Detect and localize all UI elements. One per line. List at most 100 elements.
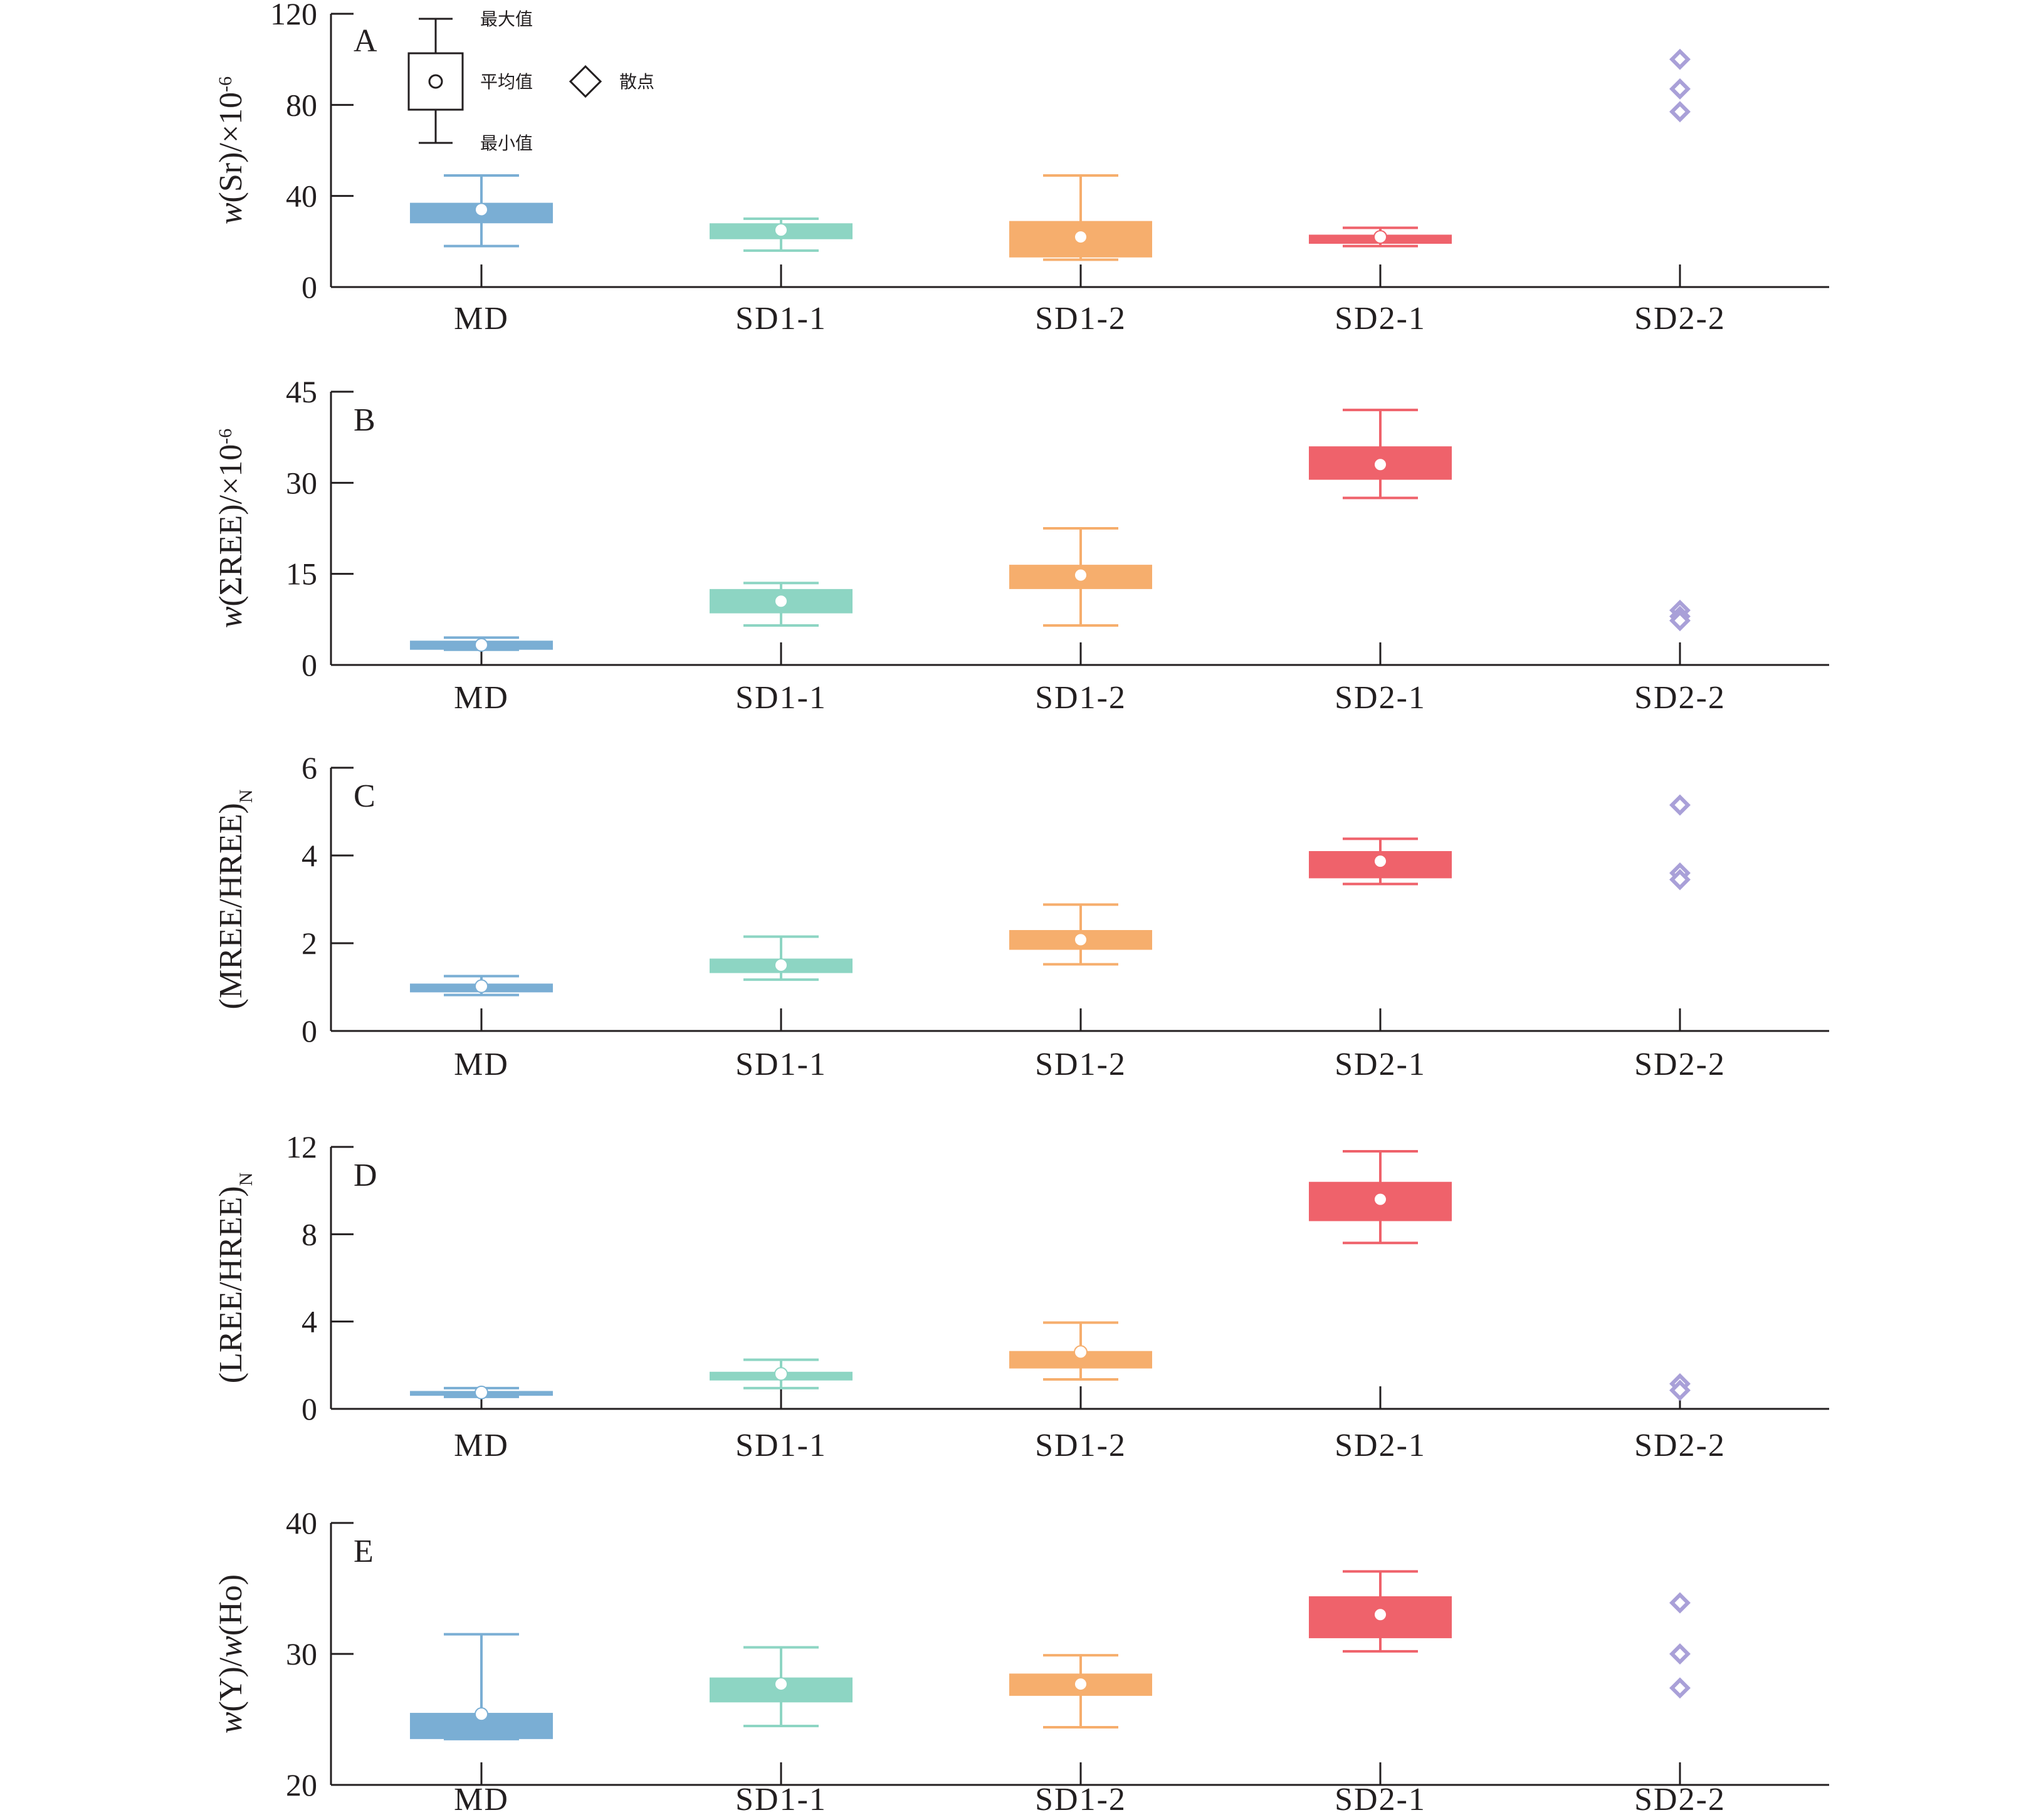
y-tick-label: 0 (302, 1013, 317, 1049)
y-tick-label: 40 (286, 179, 317, 214)
y-tick-label: 2 (302, 926, 317, 961)
scatter-point (1669, 1379, 1691, 1401)
y-axis-label: w(Sr)/×10-6 (213, 76, 249, 224)
mean-marker (1074, 1677, 1088, 1692)
box-SD1-2 (1009, 1654, 1152, 1729)
box-SD1-1 (710, 217, 853, 252)
mean-marker (475, 979, 488, 993)
mean-marker (1373, 854, 1387, 869)
panel-E: 20 30 40 MD SD1-1 SD1-2 SD2-1 SD2-2 Ew(Y)/w(Ho) (213, 1505, 1829, 1817)
scatter-point (1669, 869, 1691, 891)
legend-scatter-label: 散点 (619, 71, 654, 92)
scatter-point (1669, 78, 1691, 100)
x-tick-label: SD2-2 (1634, 1782, 1726, 1817)
scatter-point (1669, 1592, 1691, 1614)
mean-marker (1373, 1608, 1387, 1622)
x-tick-label: MD (454, 1047, 509, 1082)
box-MD (410, 1385, 553, 1399)
mean-marker (1373, 230, 1387, 244)
y-tick-label: 6 (302, 750, 317, 785)
box-SD1-1 (710, 935, 853, 981)
x-tick-label: SD1-1 (735, 1047, 827, 1082)
x-tick-label: SD1-2 (1035, 1428, 1126, 1463)
mean-marker (774, 958, 788, 972)
mean-marker (774, 1677, 788, 1692)
x-tick-label: SD2-1 (1335, 301, 1426, 337)
scatter-point (1669, 101, 1691, 123)
x-tick-label: SD1-2 (1035, 1047, 1126, 1082)
scatter-point (1669, 1643, 1691, 1665)
box-MD (410, 975, 553, 996)
box-SD2-1 (1309, 409, 1452, 499)
panel-letter: A (354, 23, 377, 59)
legend-max-label: 最大值 (480, 9, 533, 29)
box-SD1-1 (710, 582, 853, 627)
legend-mean-label: 平均值 (480, 71, 533, 92)
mean-marker (1074, 1345, 1088, 1359)
y-tick-label: 0 (302, 1391, 317, 1426)
y-tick-label: 30 (286, 465, 317, 500)
y-tick-label: 8 (302, 1216, 317, 1252)
box-SD1-2 (1009, 903, 1152, 966)
scatter-point (1669, 610, 1691, 632)
legend: 最大值 平均值 最小值 散点 (407, 9, 654, 154)
box-MD (410, 1633, 553, 1740)
mean-marker (475, 638, 488, 652)
box-SD1-2 (1009, 1321, 1152, 1381)
box-SD1-1 (710, 1646, 853, 1727)
mean-marker (774, 594, 788, 609)
box-SD2-1 (1309, 1570, 1452, 1653)
panel-letter: E (354, 1534, 374, 1569)
panel-B: 0 15 30 45 MD SD1-1 SD1-2 SD2-1 SD2-2 Bw(ΣREE)/×1… (213, 374, 1829, 716)
x-tick-label: MD (454, 301, 509, 337)
x-tick-label: SD1-2 (1035, 1782, 1126, 1817)
mean-marker (774, 1367, 788, 1381)
y-tick-label: 120 (270, 0, 317, 31)
mean-marker (475, 1707, 488, 1722)
x-tick-label: SD1-2 (1035, 680, 1126, 716)
x-tick-label: SD2-1 (1335, 1047, 1426, 1082)
x-tick-label: MD (454, 680, 509, 716)
x-tick-label: SD1-1 (735, 680, 827, 716)
scatter-point (1669, 1677, 1691, 1699)
mean-marker (1373, 458, 1387, 472)
y-axis-label: w(Y)/w(Ho) (213, 1574, 249, 1734)
panel-C: 0 2 4 6 MD SD1-1 SD1-2 SD2-1 SD2-2 C (MREE/HREE)N (213, 750, 1829, 1082)
y-tick-label: 15 (286, 557, 317, 592)
mean-marker (475, 1385, 488, 1399)
x-tick-label: SD2-2 (1634, 1047, 1726, 1082)
box-SD1-2 (1009, 174, 1152, 261)
x-tick-label: SD2-2 (1634, 1428, 1726, 1463)
x-tick-label: SD2-2 (1634, 301, 1726, 337)
y-tick-label: 12 (286, 1129, 317, 1164)
y-tick-label: 80 (286, 87, 317, 122)
y-tick-label: 45 (286, 374, 317, 409)
legend-box (407, 52, 464, 111)
y-axis-label: (LREE/HREE)N (213, 1173, 256, 1384)
y-axis-label: w(ΣREE)/×10-6 (213, 429, 249, 629)
panel-letter: B (354, 402, 375, 438)
x-tick-label: SD2-1 (1335, 680, 1426, 716)
legend-mean-marker (428, 74, 443, 89)
y-axis-label: (MREE/HREE)N (213, 790, 256, 1010)
y-tick-label: 0 (302, 269, 317, 305)
x-tick-label: SD2-2 (1634, 680, 1726, 716)
mean-marker (1074, 230, 1088, 244)
box-MD (410, 636, 553, 652)
scatter-point (1669, 48, 1691, 70)
x-tick-label: SD1-2 (1035, 301, 1126, 337)
scatter-point (1669, 794, 1691, 816)
mean-marker (1074, 568, 1088, 582)
box-SD1-2 (1009, 527, 1152, 627)
x-tick-label: SD2-1 (1335, 1428, 1426, 1463)
box-MD (410, 174, 553, 248)
x-tick-label: SD1-1 (735, 1782, 827, 1817)
box-SD1-1 (710, 1358, 853, 1389)
x-tick-label: MD (454, 1782, 509, 1817)
mean-marker (1373, 1192, 1387, 1206)
y-tick-label: 20 (286, 1767, 317, 1802)
y-tick-label: 4 (302, 838, 317, 873)
panel-D: 0 4 8 12 MD SD1-1 SD1-2 SD2-1 SD2-2 D (LREE/HREE)N (213, 1129, 1829, 1463)
x-tick-label: MD (454, 1428, 509, 1463)
